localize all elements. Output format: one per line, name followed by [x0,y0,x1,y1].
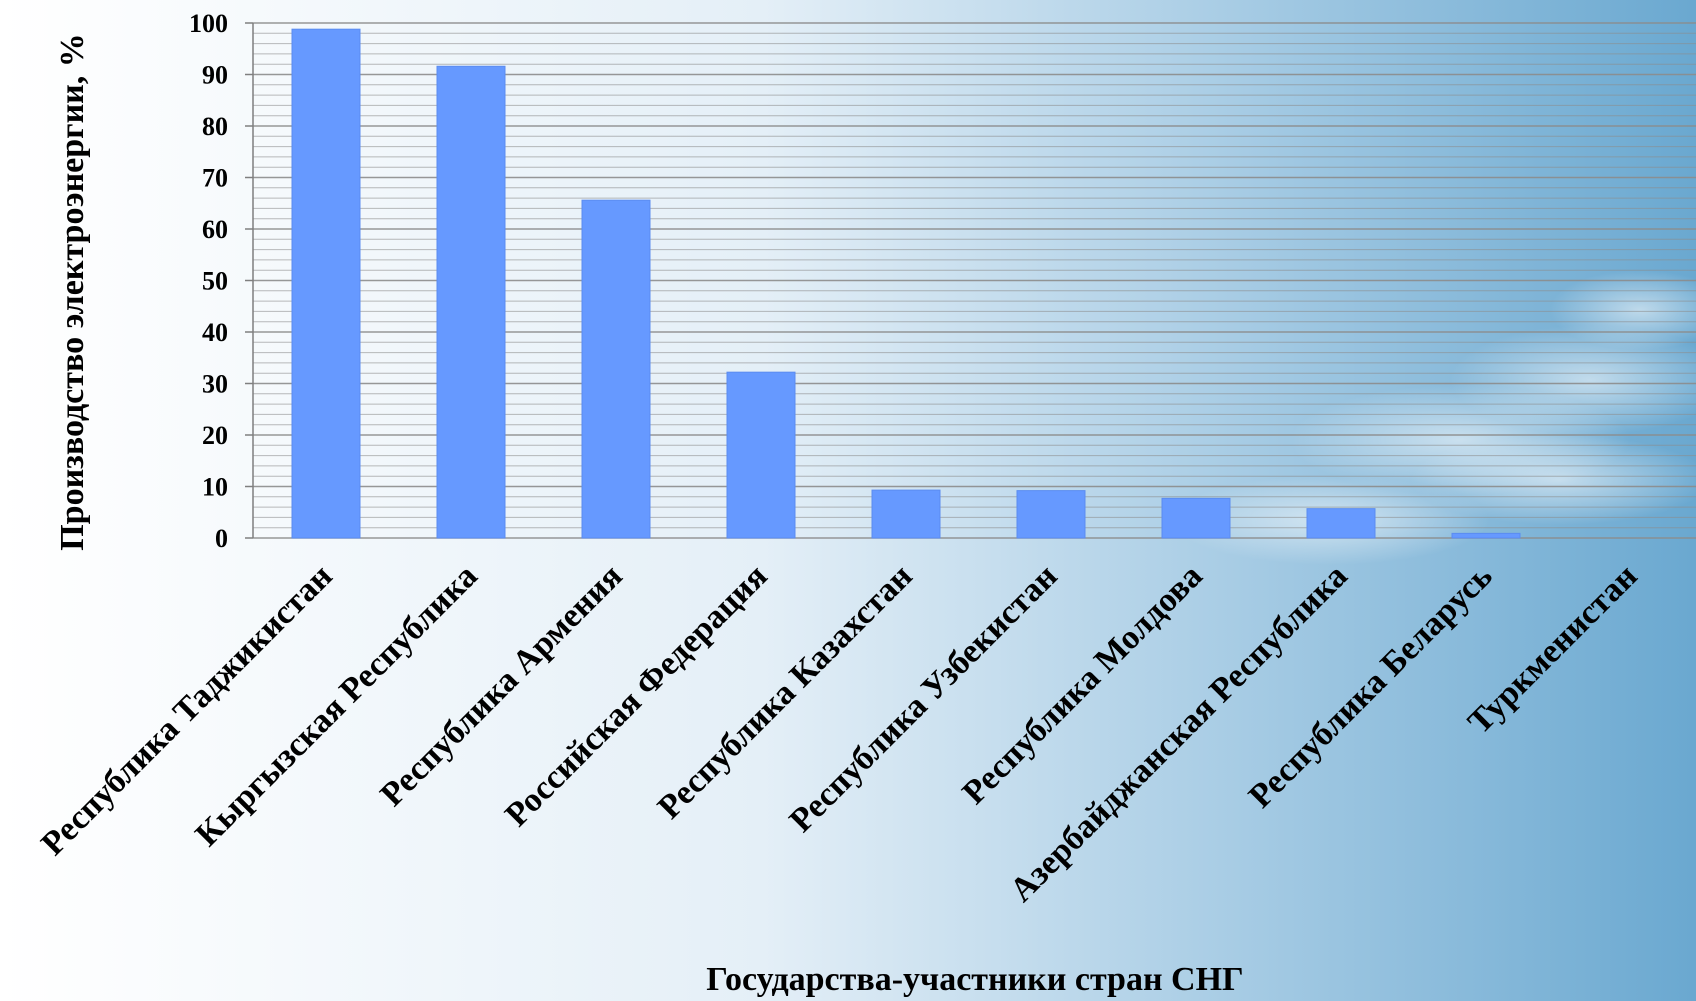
bar [1016,490,1086,539]
y-axis-title: Производство электроэнергии, % [54,33,91,551]
x-tick-label: Республика Казахстан [651,557,920,826]
bar [1306,508,1376,539]
x-tick-label: Республика Молдова [955,557,1209,811]
y-tick-label: 60 [202,215,228,244]
y-tick-label: 20 [202,421,228,450]
y-axis: 0 10 20 30 40 50 60 70 80 90 100 [189,9,254,553]
bar [726,371,796,539]
y-tick-label: 90 [202,61,228,90]
y-tick-label: 40 [202,318,228,347]
x-tick-label: Республика Узбекистан [783,557,1065,839]
x-tick-label: Республика Армения [374,557,630,813]
bar [871,489,941,539]
bar [436,65,506,539]
bar-series [291,28,1521,539]
y-tick-label: 0 [215,524,228,553]
y-tick-label: 30 [202,370,228,399]
x-tick-label: Республика Таджикистан [34,557,339,862]
x-tick-label: Республика Беларусь [1242,557,1500,815]
y-tick-label: 80 [202,112,228,141]
x-tick-label: Российская Федерация [498,557,774,833]
y-tick-label: 50 [202,267,228,296]
bar [1161,497,1231,539]
x-axis-title: Государства-участники стран СНГ [706,961,1243,998]
x-tick-label: Кыргызская Республика [189,557,485,853]
y-tick-label: 70 [202,164,228,193]
bar [1451,532,1521,539]
bar [581,199,651,539]
bar [291,28,361,539]
y-tick-label: 100 [189,9,228,38]
y-tick-label: 10 [202,473,228,502]
